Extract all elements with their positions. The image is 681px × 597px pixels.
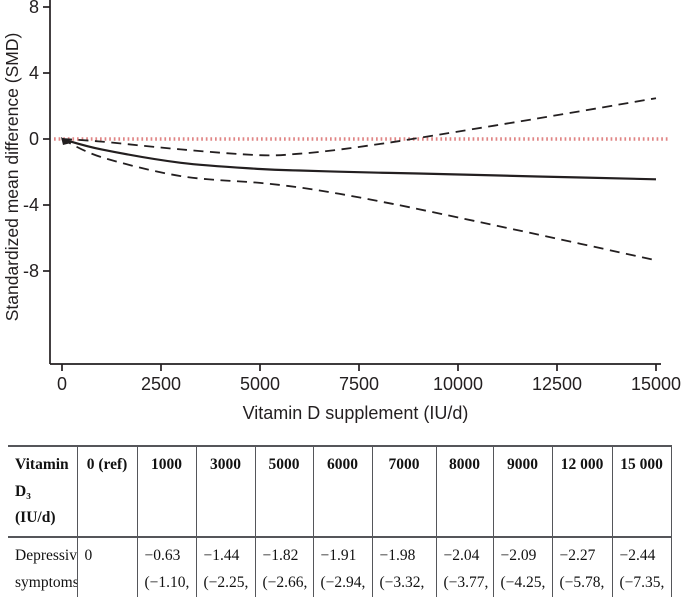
- cell-smd-3000: −1.44 (−2.25, −0.63): [196, 536, 256, 597]
- table-header-dose-9000: 9000: [493, 446, 553, 537]
- cell-smd-15000: −2.44 (−7.35, 2.47): [612, 536, 672, 597]
- origin-point: [61, 137, 71, 145]
- dose-response-table: Vitamin D₃ (IU/d) 0 (ref) 1000 3000 5000…: [8, 445, 672, 597]
- row-label: Depressive symptoms: [8, 536, 78, 597]
- x-tick-label: 12500: [532, 374, 582, 394]
- cell-smd-1000: −0.63 (−1.10, −0.16): [137, 536, 197, 597]
- x-tick-label: 15000: [631, 374, 681, 394]
- x-tick-label: 10000: [433, 374, 483, 394]
- table-header-row: Vitamin D₃ (IU/d) 0 (ref) 1000 3000 5000…: [8, 446, 672, 537]
- cell-smd-6000: −1.91 (−2.94, −0.89): [313, 536, 373, 597]
- table-header-dose-0: 0 (ref): [77, 446, 138, 537]
- x-tick-label: 7500: [339, 374, 379, 394]
- x-tick-label: 0: [57, 374, 67, 394]
- dose-response-table-section: Vitamin D₃ (IU/d) 0 (ref) 1000 3000 5000…: [8, 445, 681, 597]
- table-header-dose-7000: 7000: [372, 446, 437, 537]
- y-tick-label: -8: [23, 261, 39, 281]
- y-tick-label: -4: [23, 195, 39, 215]
- lower-ci-line: [61, 138, 657, 262]
- table-row-depressive-symptoms: Depressive symptoms 0 −0.63 (−1.10, −0.1…: [8, 536, 672, 597]
- table-header-dose-6000: 6000: [313, 446, 373, 537]
- dose-response-chart: 8 4 0 -4 -8 0 2500 5000 7500 10000 12500 15000 Vitam…: [2, 0, 681, 423]
- table-header-dose-1000: 1000: [137, 446, 197, 537]
- estimate-line: [61, 137, 657, 181]
- table-header-dose-5000: 5000: [255, 446, 314, 537]
- cell-smd-7000: −1.98 (−3.32, −0.64): [372, 536, 437, 597]
- cell-smd-12000: −2.27 (−5.78, 1.24): [552, 536, 613, 597]
- cell-smd-8000: −2.04 (−3.77, −0.31): [436, 536, 494, 597]
- cell-smd-0: 0: [77, 536, 138, 597]
- table-header-dose-12000: 12 000: [552, 446, 613, 537]
- x-axis-title: Vitamin D supplement (IU/d): [243, 403, 469, 423]
- y-tick-label: 4: [29, 63, 39, 83]
- table-header-dose-8000: 8000: [436, 446, 494, 537]
- y-axis-title: Standardized mean difference (SMD): [2, 33, 22, 322]
- y-tick-label: 8: [29, 0, 39, 17]
- table-header-dose-15000: 15 000: [612, 446, 672, 537]
- cell-smd-9000: −2.09 (−4.25, 0.06): [493, 536, 553, 597]
- upper-ci-line: [61, 97, 657, 157]
- y-tick-label: 0: [29, 129, 39, 149]
- x-tick-label: 5000: [240, 374, 280, 394]
- cell-smd-5000: −1.82 (−2.66, −0.98): [255, 536, 314, 597]
- table-header-dose-3000: 3000: [196, 446, 256, 537]
- x-tick-label: 2500: [141, 374, 181, 394]
- table-header-dose-label: Vitamin D₃ (IU/d): [8, 446, 78, 537]
